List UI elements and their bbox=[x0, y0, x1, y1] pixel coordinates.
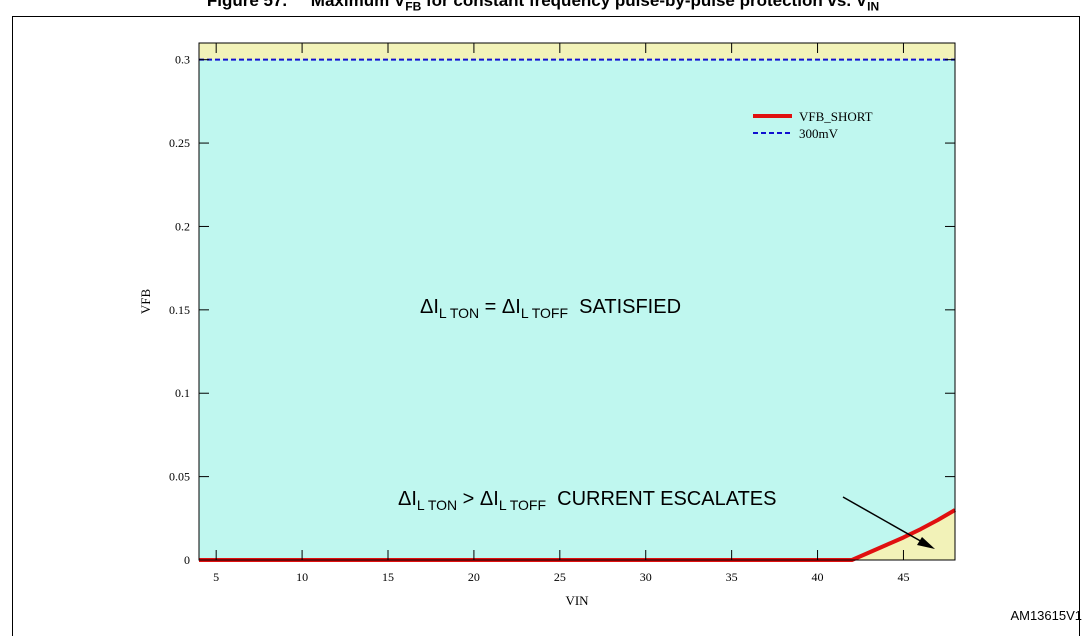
arrow-head bbox=[917, 537, 935, 549]
region-satisfied bbox=[199, 59, 955, 560]
x-tick-label: 35 bbox=[726, 570, 738, 584]
figure-code: AM13615V1 bbox=[1010, 608, 1082, 623]
y-axis-label: VFB bbox=[138, 289, 153, 315]
series-line-vfb-short bbox=[199, 508, 957, 562]
y-tick-label: 0.3 bbox=[175, 53, 190, 67]
y-tick-label: 0.05 bbox=[169, 470, 190, 484]
plot-area bbox=[198, 42, 956, 561]
x-tick-label: 5 bbox=[213, 570, 219, 584]
legend-label-300mv: 300mV bbox=[799, 126, 839, 141]
legend: VFB_SHORT 300mV bbox=[753, 109, 873, 141]
x-tick-label: 40 bbox=[812, 570, 824, 584]
arrow-shaft bbox=[842, 496, 925, 544]
y-tick-label: 0.25 bbox=[169, 136, 190, 150]
x-tick-label: 10 bbox=[296, 570, 308, 584]
figure-title: Figure 57. Maximum VFB for constant freq… bbox=[206, 0, 880, 14]
x-tick-label: 45 bbox=[897, 570, 909, 584]
legend-label-vfb-short: VFB_SHORT bbox=[799, 109, 873, 124]
y-tick-label: 0.1 bbox=[175, 386, 190, 400]
annotation-arrow bbox=[842, 496, 935, 549]
annotation-escalates: ΔIL TON > ΔIL TOFF CURRENT ESCALATES bbox=[398, 488, 776, 513]
y-tick-label: 0 bbox=[184, 553, 190, 567]
x-tick-label: 15 bbox=[382, 570, 394, 584]
figure-frame bbox=[12, 16, 1080, 636]
x-axis-label: VIN bbox=[565, 593, 589, 608]
y-tick-label: 0.15 bbox=[169, 303, 190, 317]
annotation-satisfied: ΔIL TON = ΔIL TOFF SATISFIED bbox=[420, 296, 681, 321]
x-tick-label: 20 bbox=[468, 570, 480, 584]
x-tick-label: 30 bbox=[640, 570, 652, 584]
y-tick-label: 0.2 bbox=[175, 219, 190, 233]
x-tick-label: 25 bbox=[554, 570, 566, 584]
